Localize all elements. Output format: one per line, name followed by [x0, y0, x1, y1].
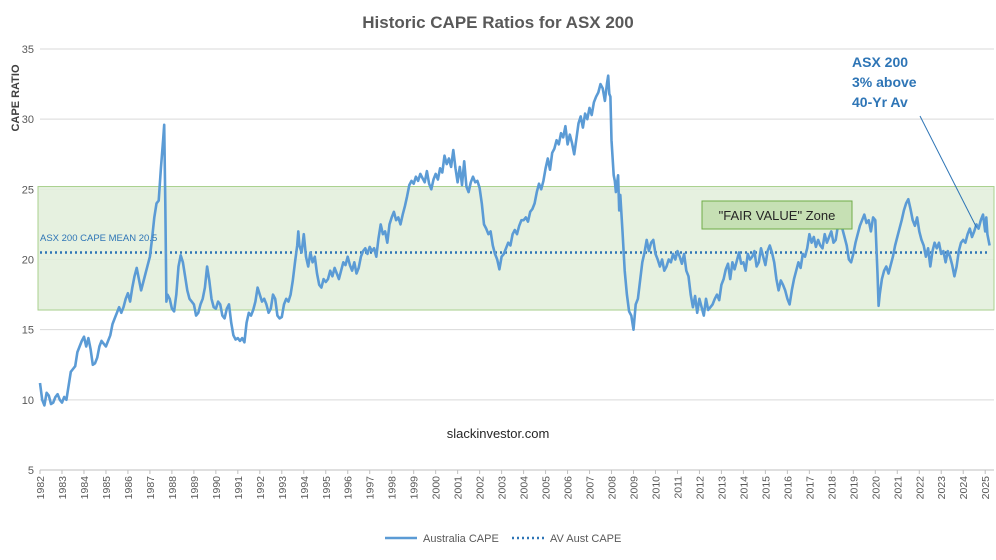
- x-tick-label: 1994: [299, 476, 311, 500]
- x-tick-label: 2013: [716, 476, 728, 500]
- watermark: slackinvestor.com: [447, 426, 550, 441]
- x-tick-label: 2019: [848, 476, 860, 500]
- x-tick-label: 1985: [101, 476, 113, 500]
- series-australia-cape: [38, 74, 991, 407]
- annotation: ASX 200 3% above 40-Yr Av: [852, 54, 977, 228]
- x-tick-label: 2010: [650, 476, 662, 500]
- x-tick-label: 2022: [914, 476, 926, 500]
- x-axis-ticks: 1982 1983 1984 1985 1986 1987 1988 1989 1990 1991…: [35, 470, 992, 499]
- x-tick-label: 2003: [497, 476, 509, 500]
- legend-label: AV Aust CAPE: [550, 533, 621, 545]
- x-tick-label: 2018: [826, 476, 838, 500]
- y-tick-label: 30: [22, 114, 34, 126]
- y-tick-label: 15: [22, 325, 34, 337]
- x-tick-label: 2008: [607, 476, 619, 500]
- x-tick-label: 2025: [980, 476, 992, 500]
- y-tick-label: 25: [22, 184, 34, 196]
- x-tick-label: 1987: [145, 476, 157, 500]
- x-tick-label: 1996: [343, 476, 355, 500]
- x-tick-label: 1983: [57, 476, 69, 500]
- x-tick-label: 2020: [870, 476, 882, 500]
- y-tick-label: 20: [22, 255, 34, 267]
- x-tick-label: 2001: [453, 476, 465, 500]
- x-tick-label: 2014: [738, 476, 750, 500]
- fair-value-label-box: [701, 200, 853, 230]
- x-tick-label: 2002: [475, 476, 487, 500]
- y-tick-label: 10: [22, 395, 34, 407]
- y-axis-label: CAPE RATIO: [10, 64, 22, 131]
- x-tick-label: 1988: [167, 476, 179, 500]
- chart-title: Historic CAPE Ratios for ASX 200: [362, 13, 633, 32]
- x-tick-label: 1990: [211, 476, 223, 500]
- x-tick-label: 1992: [255, 476, 267, 500]
- annotation-line: 40-Yr Av: [852, 94, 908, 110]
- x-tick-label: 1999: [409, 476, 421, 500]
- x-tick-label: 2016: [782, 476, 794, 500]
- x-tick-label: 2011: [672, 476, 684, 499]
- mean-line-label: ASX 200 CAPE MEAN 20.5: [40, 233, 157, 244]
- x-tick-label: 1997: [365, 476, 377, 500]
- legend-label: Australia CAPE: [423, 533, 499, 545]
- annotation-leader: [919, 115, 977, 228]
- x-tick-label: 2021: [892, 476, 904, 500]
- x-tick-label: 2012: [694, 476, 706, 500]
- x-tick-label: 2015: [760, 476, 772, 500]
- x-tick-label: 2009: [629, 476, 641, 500]
- x-tick-label: 2017: [804, 476, 816, 500]
- x-tick-label: 2005: [541, 476, 553, 500]
- fair-value-label: "FAIR VALUE" Zone: [719, 208, 836, 223]
- x-tick-label: 2023: [936, 476, 948, 500]
- x-tick-label: 2006: [563, 476, 575, 500]
- annotation-line: 3% above: [852, 74, 917, 90]
- x-tick-label: 1986: [123, 476, 135, 500]
- series-layer: [38, 74, 991, 407]
- x-tick-label: 1998: [387, 476, 399, 500]
- y-axis-ticks: 5 10 15 20 25 30 35: [22, 44, 34, 477]
- x-tick-label: 2007: [585, 476, 597, 500]
- y-tick-label: 35: [22, 44, 34, 56]
- annotation-line: ASX 200: [852, 54, 908, 70]
- x-tick-label: 1991: [233, 476, 245, 500]
- y-tick-label: 5: [28, 465, 34, 477]
- x-tick-label: 2024: [958, 476, 970, 500]
- x-tick-label: 2004: [519, 476, 531, 500]
- x-tick-label: 1993: [277, 476, 289, 500]
- x-tick-label: 1989: [189, 476, 201, 500]
- x-tick-label: 1995: [321, 476, 333, 500]
- x-tick-label: 2000: [431, 476, 443, 500]
- x-tick-label: 1984: [79, 476, 91, 500]
- legend: Australia CAPE AV Aust CAPE: [385, 533, 621, 545]
- x-tick-label: 1982: [35, 476, 47, 500]
